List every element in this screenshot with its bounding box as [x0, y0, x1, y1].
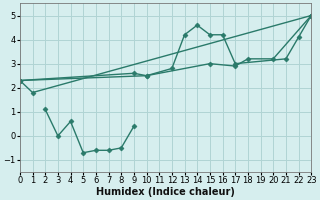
X-axis label: Humidex (Indice chaleur): Humidex (Indice chaleur): [96, 187, 235, 197]
